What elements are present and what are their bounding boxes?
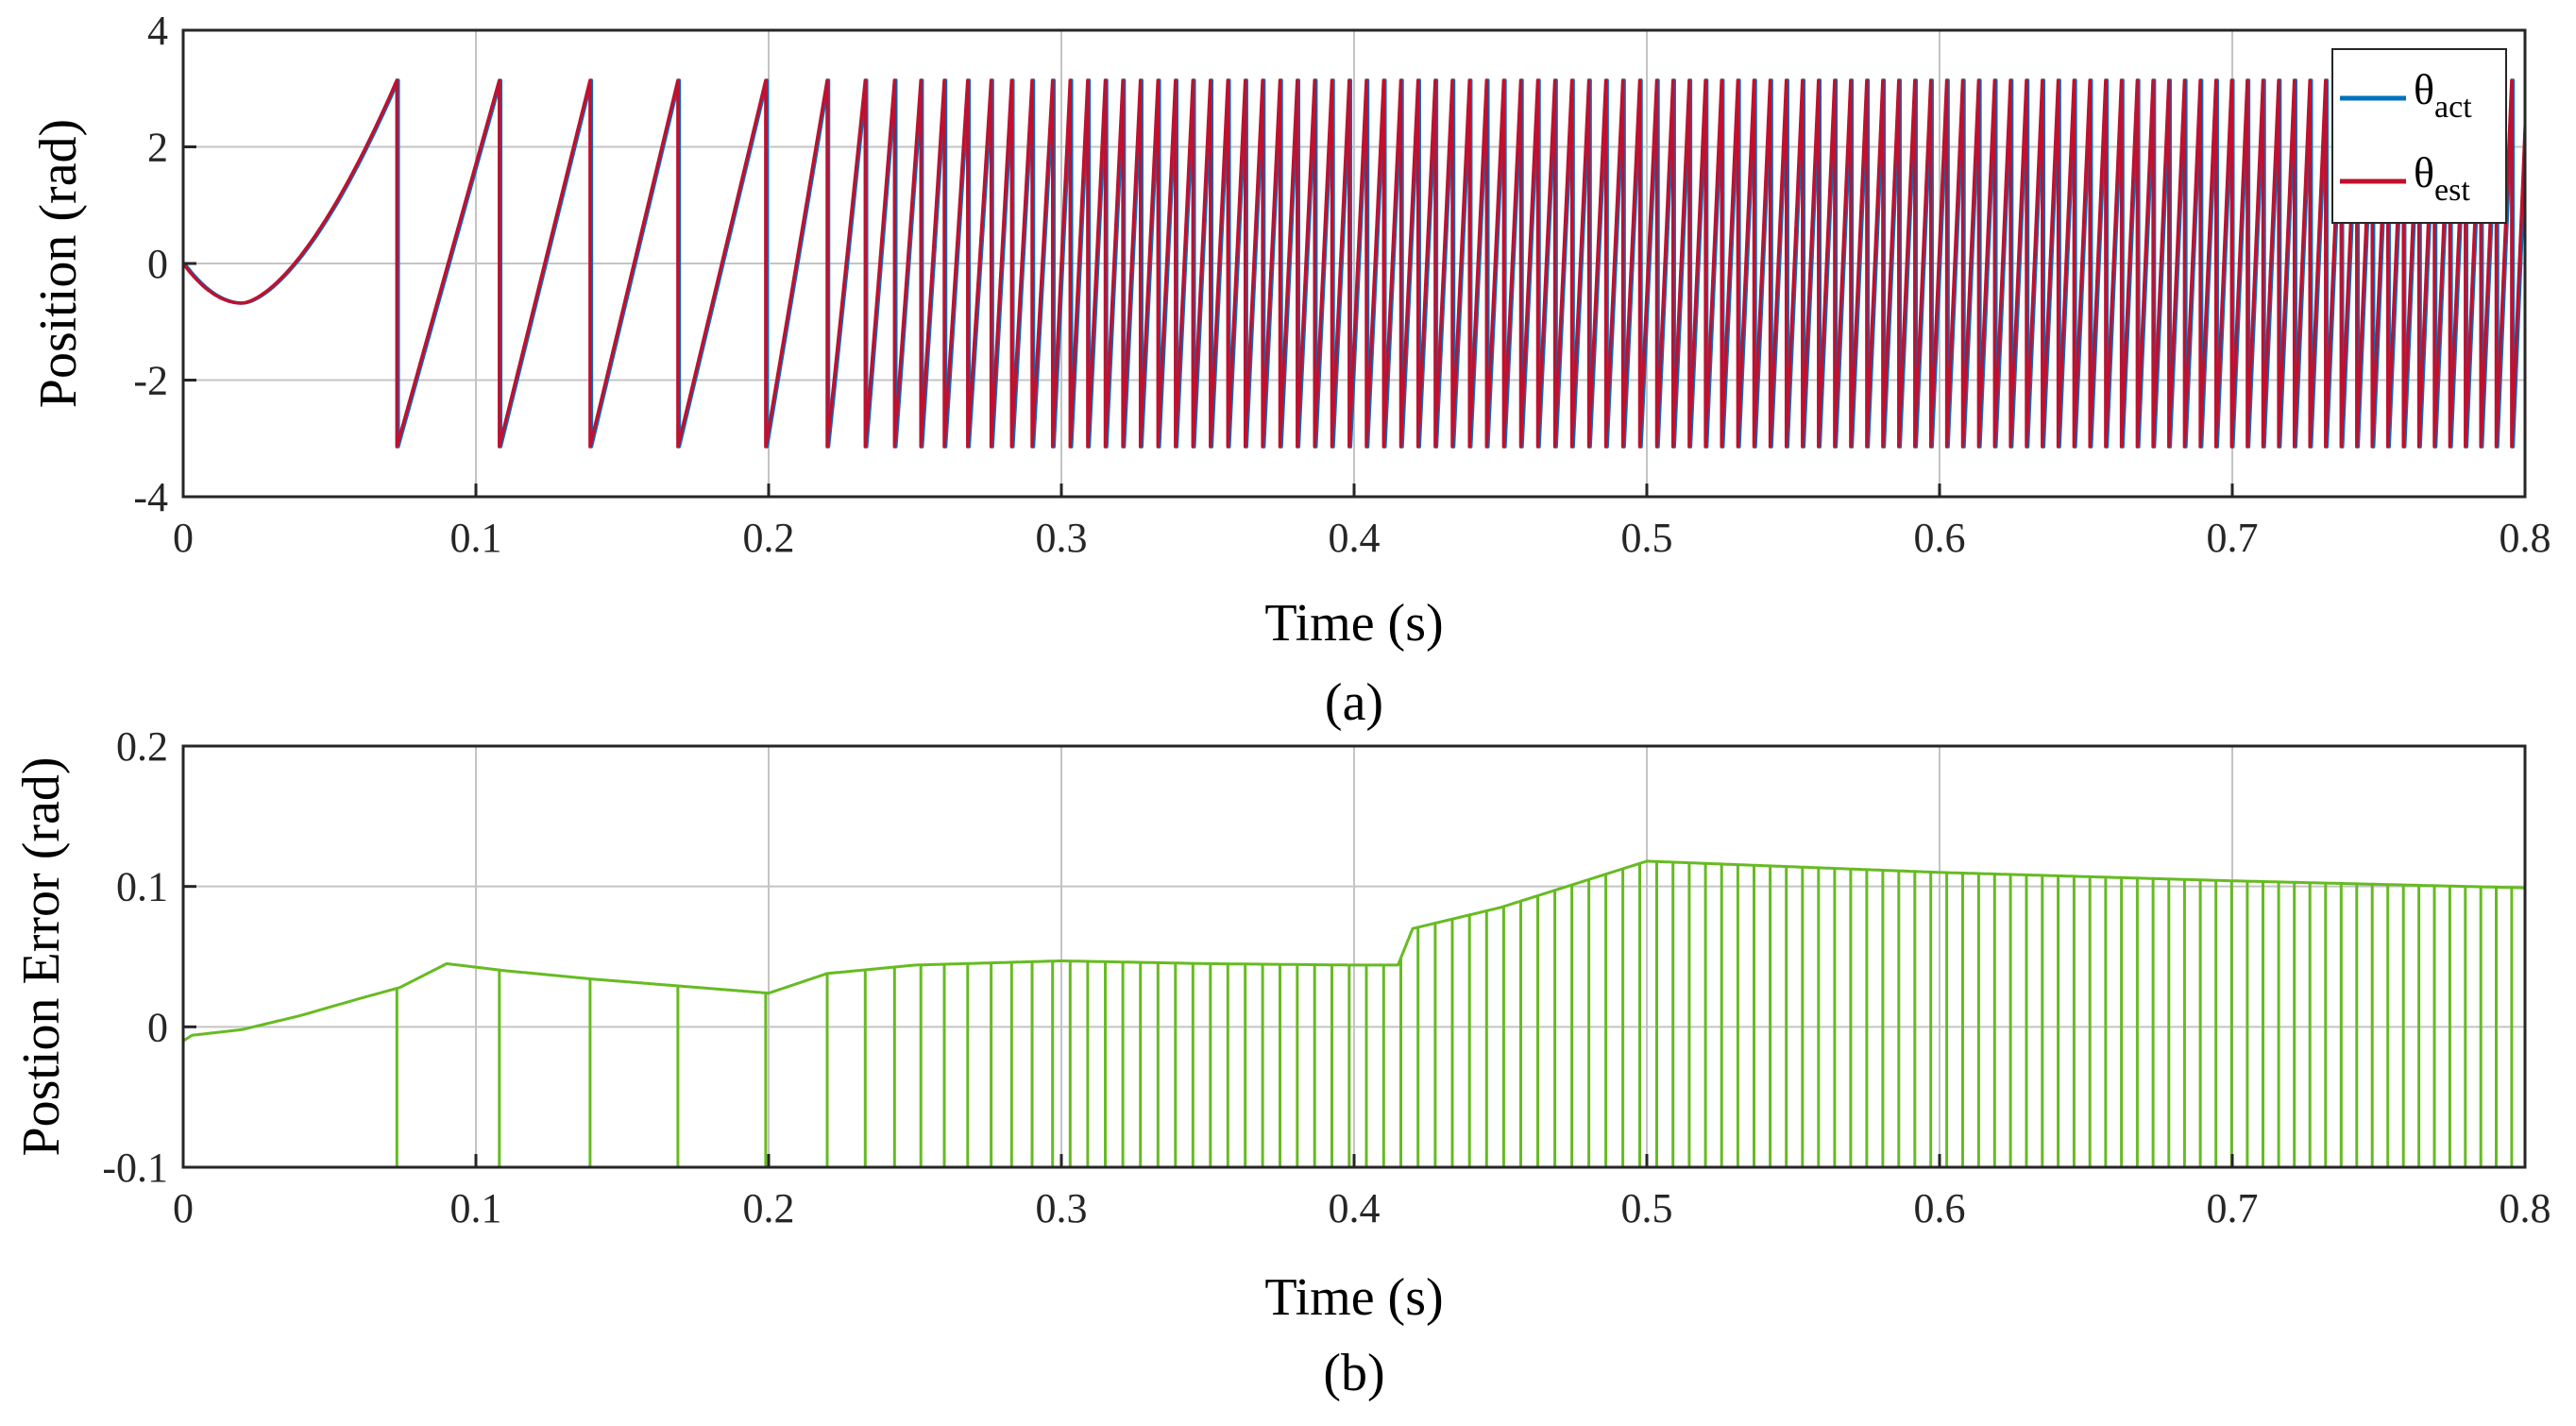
position-ytick-label: -4 [133,474,168,520]
position-xtick-label: 0.8 [2500,515,2551,561]
error-axis-ticks: 0 0.1 0.2 0.3 0.4 0.5 0.6 0.7 0.8-0.100.10.2 [102,723,2551,1231]
error-ytick-label: 0.2 [116,723,168,770]
error-xtick-label: 0.1 [450,1185,502,1231]
theta-est-line [183,78,2525,449]
position-xtick-label: 0.4 [1329,515,1381,561]
position-ytick-label: -2 [133,358,168,404]
position-xtick-label: 0.2 [743,515,795,561]
position-xtick-label: 0.1 [450,515,502,561]
position-axis-ticks: 0 0.1 0.2 0.3 0.4 0.5 0.6 0.7 0.8 -4 -2 0 2 4 [133,8,2551,561]
error-xtick-label: 0.2 [743,1185,795,1231]
error-x-label: Time (s) [1264,1268,1443,1327]
position-xtick-label: 0.3 [1036,515,1088,561]
position-xtick-label: 0.6 [1914,515,1966,561]
legend-label-theta-est: θest [2414,148,2470,208]
error-xtick-label: 0.3 [1036,1185,1088,1231]
position-grid [183,30,2525,497]
legend: θact θest [2331,48,2507,224]
error-xtick-label: 0.7 [2207,1185,2259,1231]
position-xtick-label: 0.5 [1621,515,1673,561]
position-ytick-label: 0 [147,241,168,287]
error-xtick-label: 0.8 [2500,1185,2551,1231]
position-chart: 0 0.1 0.2 0.3 0.4 0.5 0.6 0.7 0.8 -4 -2 0 2 4 Positio… [29,8,2551,732]
position-error-chart: 0 0.1 0.2 0.3 0.4 0.5 0.6 0.7 0.8-0.100.10.2 Pos… [12,723,2551,1402]
position-x-label: Time (s) [1264,594,1443,653]
error-grid [183,746,2525,1167]
position-y-label: Position (rad) [29,119,88,408]
legend-label-theta-act: θact [2414,65,2472,125]
position-ytick-label: 2 [147,125,168,171]
legend-box [2331,48,2507,224]
position-error-line [183,859,2525,1167]
position-ytick-label: 4 [147,8,168,54]
error-ytick-label: 0.1 [116,864,168,910]
error-xtick-label: 0.4 [1329,1185,1381,1231]
error-xtick-label: 0.5 [1621,1185,1673,1231]
error-xtick-label: 0 [173,1185,194,1231]
caption-b: (b) [1323,1344,1384,1402]
error-y-label: Postion Error (rad) [12,756,71,1156]
position-xtick-label: 0 [173,515,194,561]
error-ytick-label: 0 [147,1004,168,1050]
error-xtick-label: 0.6 [1914,1185,1966,1231]
error-ytick-label: -0.1 [102,1145,168,1191]
caption-a: (a) [1325,673,1383,732]
position-xtick-label: 0.7 [2207,515,2259,561]
